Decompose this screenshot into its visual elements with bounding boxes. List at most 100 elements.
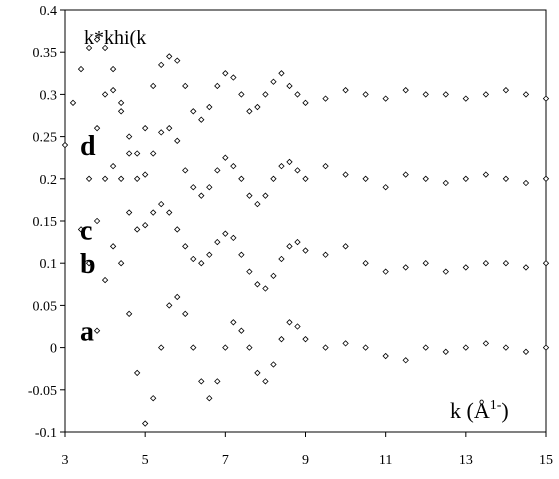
curve-label-a: a (80, 317, 94, 348)
data-point (246, 268, 253, 275)
data-point (542, 260, 550, 267)
data-point (125, 310, 133, 318)
data-point (117, 175, 125, 182)
data-point (117, 260, 125, 267)
data-point (182, 243, 189, 250)
data-point (362, 175, 369, 182)
data-point (246, 344, 253, 351)
data-point (133, 150, 141, 157)
data-point (542, 175, 550, 182)
data-point (93, 36, 101, 43)
y-tick-label: 0 (50, 342, 57, 357)
data-point (214, 167, 221, 174)
data-point (442, 268, 449, 275)
data-point (93, 217, 101, 225)
data-point (142, 222, 149, 229)
data-point (362, 344, 369, 351)
data-point (286, 158, 293, 166)
data-point (133, 369, 141, 377)
data-point (462, 175, 469, 182)
data-point (542, 95, 550, 102)
data-point (158, 344, 165, 351)
data-point (190, 255, 197, 263)
data-point (262, 192, 269, 199)
axes: 0.4 0.35 0.3 0.25 0.2 0.15 0.1 0.05 0 -0.05 -0.1 3 5… (28, 4, 553, 468)
data-points (61, 36, 550, 427)
data-point (158, 129, 165, 136)
data-point (382, 352, 389, 360)
y-tick-label: 0.35 (33, 46, 58, 61)
series-b (85, 162, 550, 292)
data-point (190, 108, 197, 115)
curve-labels: d cb a (80, 131, 96, 348)
plot-frame (64, 9, 547, 433)
data-point (278, 335, 285, 343)
data-point (422, 344, 429, 351)
data-point (230, 319, 237, 326)
data-point (462, 344, 469, 351)
data-point (270, 272, 277, 280)
data-point (109, 162, 117, 170)
data-point (125, 133, 133, 140)
data-point (442, 179, 449, 187)
data-point (270, 175, 277, 182)
data-point (69, 99, 77, 107)
data-point (238, 175, 245, 182)
data-point (382, 95, 389, 102)
data-point (442, 348, 449, 355)
data-point (482, 91, 490, 98)
data-point (109, 65, 117, 73)
data-point (254, 369, 261, 377)
data-point (362, 260, 369, 267)
data-point (402, 357, 409, 364)
series-c (77, 87, 550, 233)
data-point (302, 99, 309, 107)
data-point (222, 154, 229, 161)
data-point (101, 91, 109, 98)
data-point (158, 200, 165, 208)
x-tick-label: 3 (62, 453, 69, 468)
data-point (125, 209, 133, 216)
data-point (230, 74, 237, 81)
data-point (294, 238, 301, 246)
series-a (93, 243, 550, 427)
data-point (402, 87, 409, 94)
data-point (101, 276, 109, 284)
data-point (174, 137, 181, 144)
x-tick-label: 9 (302, 453, 309, 468)
data-point (462, 95, 469, 102)
data-point (150, 150, 157, 157)
data-point (77, 226, 85, 233)
data-point (214, 238, 221, 246)
y-tick-label: 0.25 (33, 131, 58, 146)
data-point (174, 293, 181, 301)
y-tick-label: -0.05 (28, 384, 57, 399)
data-point (402, 264, 409, 271)
data-point (302, 175, 309, 182)
data-point (502, 87, 510, 94)
data-point (422, 175, 429, 182)
y-tick-label: 0.1 (40, 257, 58, 272)
data-point (522, 264, 530, 271)
data-point (254, 103, 261, 111)
data-point (158, 61, 165, 69)
data-point (206, 251, 213, 258)
data-point (342, 340, 349, 347)
data-point (262, 378, 269, 385)
data-point (294, 167, 301, 174)
data-point (117, 108, 125, 115)
data-point (262, 285, 269, 292)
data-point (117, 99, 125, 107)
data-point (502, 175, 510, 182)
data-point (402, 171, 409, 178)
data-point (61, 141, 69, 149)
data-point (182, 167, 189, 174)
curve-label-c: c (80, 215, 92, 246)
data-point (238, 327, 245, 334)
x-tick-label: 15 (539, 453, 553, 468)
y-tick-label: 0.2 (40, 173, 58, 188)
data-point (294, 323, 301, 330)
data-point (133, 175, 141, 182)
x-axis-label-superscript: 1- (490, 398, 502, 413)
data-point (362, 91, 369, 98)
